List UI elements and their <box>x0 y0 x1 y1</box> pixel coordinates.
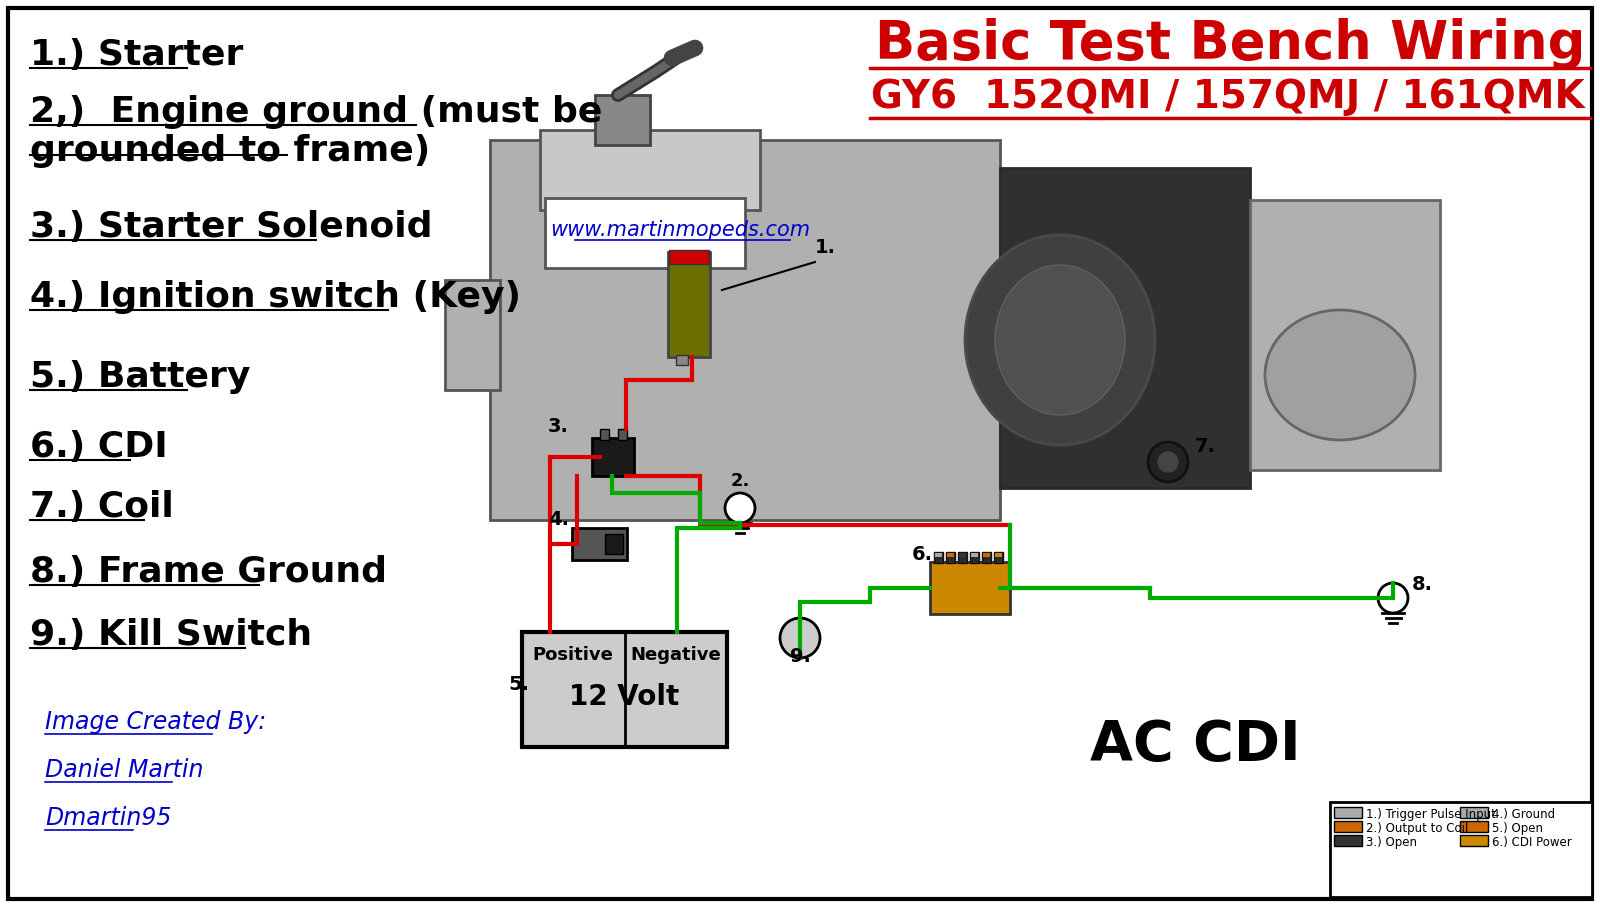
Bar <box>573 528 627 560</box>
Bar <box>522 632 726 747</box>
Text: 1.) Starter: 1.) Starter <box>30 38 243 72</box>
Bar <box>541 130 760 210</box>
Bar <box>1334 821 1362 832</box>
Ellipse shape <box>995 265 1125 415</box>
Bar <box>970 552 979 563</box>
Bar <box>934 553 942 557</box>
Bar <box>1250 200 1440 470</box>
Text: 6.) CDI: 6.) CDI <box>30 430 168 464</box>
Text: 1.: 1. <box>814 238 835 257</box>
Circle shape <box>1149 442 1187 482</box>
Bar <box>982 552 990 563</box>
Bar <box>982 553 990 557</box>
Text: 4.: 4. <box>547 510 570 529</box>
Circle shape <box>725 493 755 523</box>
Ellipse shape <box>965 235 1155 445</box>
Bar <box>605 534 622 554</box>
Bar <box>930 562 1010 614</box>
Text: GY6  152QMI / 157QMJ / 161QMK: GY6 152QMI / 157QMJ / 161QMK <box>872 78 1586 116</box>
Text: 8.) Frame Ground: 8.) Frame Ground <box>30 555 387 589</box>
Text: 5.) Open: 5.) Open <box>1491 822 1542 835</box>
Text: www.martinmopeds.com: www.martinmopeds.com <box>550 220 810 240</box>
Bar <box>675 355 688 365</box>
Bar <box>994 552 1003 563</box>
Circle shape <box>1378 583 1408 613</box>
Bar <box>958 552 966 563</box>
Text: 12 Volt: 12 Volt <box>570 683 680 711</box>
Text: 5.) Battery: 5.) Battery <box>30 360 250 394</box>
Text: 3.) Open: 3.) Open <box>1366 836 1418 849</box>
Text: 2,)  Engine ground (must be
grounded to frame): 2,) Engine ground (must be grounded to f… <box>30 95 602 169</box>
Text: 9.) Kill Switch: 9.) Kill Switch <box>30 618 312 652</box>
Bar <box>1459 821 1488 832</box>
Bar <box>600 429 610 440</box>
Circle shape <box>781 618 819 658</box>
Bar <box>490 140 1000 520</box>
Bar <box>669 250 709 264</box>
Text: 1.) Trigger Pulse Input: 1.) Trigger Pulse Input <box>1366 808 1496 821</box>
Bar <box>669 252 710 357</box>
Bar <box>1330 802 1592 897</box>
Bar <box>934 552 942 563</box>
Bar <box>946 552 955 563</box>
Text: Negative: Negative <box>630 646 722 664</box>
Text: 4.) Ground: 4.) Ground <box>1491 808 1555 821</box>
Circle shape <box>1158 452 1178 472</box>
Text: Positive: Positive <box>533 646 614 664</box>
Bar <box>1000 168 1250 488</box>
Text: 9.: 9. <box>789 647 811 666</box>
Bar <box>1459 835 1488 846</box>
Text: 6.) CDI Power: 6.) CDI Power <box>1491 836 1571 849</box>
Bar <box>595 95 650 145</box>
Text: 3.) Starter Solenoid: 3.) Starter Solenoid <box>30 210 432 244</box>
Text: Dmartin95: Dmartin95 <box>45 806 171 830</box>
Text: 8.: 8. <box>1413 575 1434 594</box>
Bar <box>1459 807 1488 818</box>
Bar <box>995 553 1002 557</box>
Text: AC CDI: AC CDI <box>1090 718 1301 772</box>
Bar <box>947 553 954 557</box>
Bar <box>618 429 627 440</box>
Bar <box>445 280 499 390</box>
Text: 5.: 5. <box>509 675 530 694</box>
Bar <box>971 553 978 557</box>
Bar <box>592 438 634 476</box>
Text: 3.: 3. <box>547 417 570 436</box>
Bar <box>1334 835 1362 846</box>
Bar <box>1334 807 1362 818</box>
Text: 6.: 6. <box>912 545 933 564</box>
Text: 2.) Output to Coil: 2.) Output to Coil <box>1366 822 1469 835</box>
Text: 7.: 7. <box>1195 437 1216 456</box>
Text: Basic Test Bench Wiring: Basic Test Bench Wiring <box>875 18 1586 70</box>
Text: 7.) Coil: 7.) Coil <box>30 490 174 524</box>
Ellipse shape <box>1266 310 1414 440</box>
Bar <box>546 198 746 268</box>
Bar <box>958 553 966 557</box>
Text: 4.) Ignition switch (Key): 4.) Ignition switch (Key) <box>30 280 522 314</box>
Text: Daniel Martin: Daniel Martin <box>45 758 203 782</box>
Text: Image Created By:: Image Created By: <box>45 710 266 734</box>
Text: 2.: 2. <box>730 472 750 490</box>
